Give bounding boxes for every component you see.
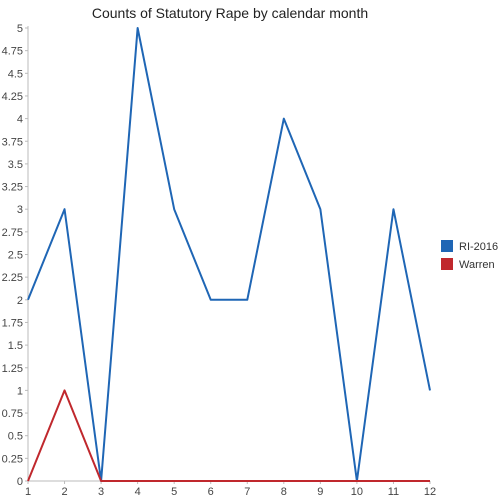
data-point xyxy=(100,480,103,483)
y-tick-label: 4.75 xyxy=(2,46,23,58)
chart-title: Counts of Statutory Rape by calendar mon… xyxy=(92,5,368,21)
data-point xyxy=(282,480,285,483)
legend: RI-2016 Warren xyxy=(441,240,498,271)
y-tick-label: 1.75 xyxy=(2,317,23,329)
legend-label: Warren xyxy=(459,259,495,271)
y-tick-label: 3.75 xyxy=(2,136,23,148)
data-point xyxy=(392,480,395,483)
y-tick-label: 0.25 xyxy=(2,453,23,465)
data-point xyxy=(319,480,322,483)
x-tick-label: 9 xyxy=(317,486,323,498)
y-tick-label: 3.25 xyxy=(2,182,23,194)
series-ri-2016 xyxy=(27,27,432,482)
series-warren xyxy=(27,389,432,483)
series-lines xyxy=(27,27,432,483)
y-tick-label: 0 xyxy=(17,476,23,488)
x-tick-label: 6 xyxy=(208,486,214,498)
data-point xyxy=(63,208,66,211)
y-tick-label: 5 xyxy=(17,23,23,35)
x-tick-label: 5 xyxy=(171,486,177,498)
legend-item: Warren xyxy=(441,258,495,271)
series-line xyxy=(27,27,431,482)
y-tick-label: 0.5 xyxy=(8,431,23,443)
data-point xyxy=(282,117,285,120)
data-point xyxy=(136,27,139,30)
legend-label: RI-2016 xyxy=(459,241,498,253)
data-point xyxy=(209,480,212,483)
y-tick-label: 3 xyxy=(17,204,23,216)
y-tick-label: 4.25 xyxy=(2,91,23,103)
data-point xyxy=(63,389,66,392)
data-point xyxy=(319,208,322,211)
data-point xyxy=(209,298,212,301)
x-tick-label: 2 xyxy=(61,486,67,498)
data-point xyxy=(173,208,176,211)
y-tick-label: 4 xyxy=(17,114,23,126)
y-tick-label: 4.5 xyxy=(8,68,23,80)
y-tick-label: 1 xyxy=(17,385,23,397)
axes xyxy=(27,26,430,482)
data-point xyxy=(27,480,30,483)
data-point xyxy=(246,298,249,301)
y-tick-label: 3.5 xyxy=(8,159,23,171)
x-axis-ticks: 1 2 3 4 5 6 7 8 9 10 11 12 xyxy=(25,481,436,498)
y-tick-label: 0.75 xyxy=(2,408,23,420)
x-tick-label: 12 xyxy=(424,486,436,498)
data-point xyxy=(392,208,395,211)
x-tick-label: 10 xyxy=(351,486,363,498)
y-tick-label: 2.25 xyxy=(2,272,23,284)
data-point xyxy=(355,480,358,483)
y-tick-label: 2.75 xyxy=(2,227,23,239)
y-tick-label: 1.5 xyxy=(8,340,23,352)
series-line xyxy=(27,389,430,482)
data-point xyxy=(173,480,176,483)
data-point xyxy=(429,389,432,392)
x-tick-label: 8 xyxy=(281,486,287,498)
y-tick-label: 2.5 xyxy=(8,250,23,262)
data-point xyxy=(429,480,432,483)
data-point xyxy=(136,480,139,483)
data-point xyxy=(246,480,249,483)
y-tick-label: 1.25 xyxy=(2,363,23,375)
y-axis-ticks: 0 0.25 0.5 0.75 1 1.25 1.5 1.75 2 2.25 2.5 2.75 3 3.2… xyxy=(2,23,28,488)
x-tick-label: 7 xyxy=(244,486,250,498)
x-tick-label: 3 xyxy=(98,486,104,498)
x-tick-label: 4 xyxy=(135,486,141,498)
legend-item: RI-2016 xyxy=(441,240,498,253)
legend-swatch xyxy=(441,258,453,270)
x-tick-label: 1 xyxy=(25,486,31,498)
x-tick-label: 11 xyxy=(388,486,399,498)
data-point xyxy=(27,298,30,301)
y-tick-label: 2 xyxy=(17,295,23,307)
legend-swatch xyxy=(441,240,453,252)
